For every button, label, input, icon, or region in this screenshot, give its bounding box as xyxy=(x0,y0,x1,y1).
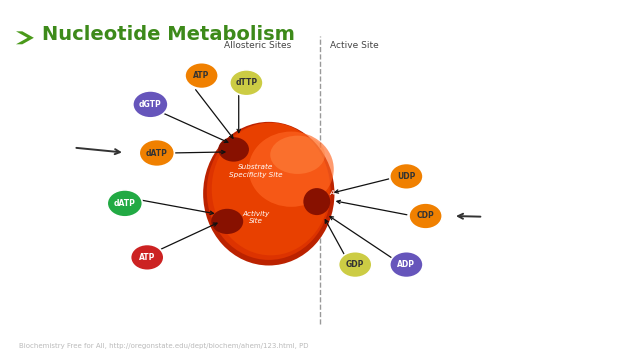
Text: CDP: CDP xyxy=(417,211,435,220)
Ellipse shape xyxy=(230,70,263,96)
FancyArrowPatch shape xyxy=(172,150,225,154)
Text: Allosteric Sites: Allosteric Sites xyxy=(224,40,291,49)
FancyArrowPatch shape xyxy=(76,148,120,154)
Ellipse shape xyxy=(211,209,243,234)
Ellipse shape xyxy=(108,190,143,217)
Text: Active Site: Active Site xyxy=(330,190,368,195)
FancyArrowPatch shape xyxy=(142,200,214,215)
Text: UDP: UDP xyxy=(397,172,415,181)
Text: ATP: ATP xyxy=(139,253,156,262)
Ellipse shape xyxy=(212,123,330,255)
Ellipse shape xyxy=(339,252,372,278)
FancyArrowPatch shape xyxy=(237,94,241,132)
Ellipse shape xyxy=(218,137,249,162)
Text: Activity
Site: Activity Site xyxy=(243,211,269,224)
Text: GDP: GDP xyxy=(346,260,364,269)
Text: dATP: dATP xyxy=(114,199,136,208)
Ellipse shape xyxy=(133,91,168,118)
Ellipse shape xyxy=(409,203,442,229)
Ellipse shape xyxy=(303,188,330,215)
Ellipse shape xyxy=(185,63,218,89)
Text: Substrate
Specificity Site: Substrate Specificity Site xyxy=(229,165,283,177)
Ellipse shape xyxy=(203,122,335,266)
Text: ADP: ADP xyxy=(397,260,415,269)
Ellipse shape xyxy=(390,252,423,278)
Text: Biochemistry Free for All, http://oregonstate.edu/dept/biochem/ahem/123.html, PD: Biochemistry Free for All, http://oregon… xyxy=(19,343,308,349)
Text: ATP: ATP xyxy=(193,71,210,80)
Ellipse shape xyxy=(270,136,325,174)
FancyArrowPatch shape xyxy=(330,216,392,258)
FancyArrowPatch shape xyxy=(161,223,217,249)
Ellipse shape xyxy=(140,140,174,166)
Text: dATP: dATP xyxy=(146,149,168,158)
Text: Nucleotide Metabolism: Nucleotide Metabolism xyxy=(42,25,294,44)
Text: dGTP: dGTP xyxy=(139,100,162,109)
Text: dTTP: dTTP xyxy=(236,78,257,87)
FancyArrowPatch shape xyxy=(458,214,481,219)
Ellipse shape xyxy=(131,244,164,270)
Polygon shape xyxy=(16,31,34,44)
Text: Active Site: Active Site xyxy=(330,40,378,49)
FancyArrowPatch shape xyxy=(196,90,233,138)
FancyArrowPatch shape xyxy=(335,179,389,193)
FancyArrowPatch shape xyxy=(161,112,228,143)
FancyArrowPatch shape xyxy=(325,220,346,257)
Ellipse shape xyxy=(390,163,423,189)
Ellipse shape xyxy=(248,131,334,207)
FancyArrowPatch shape xyxy=(337,200,407,215)
Ellipse shape xyxy=(207,123,331,260)
